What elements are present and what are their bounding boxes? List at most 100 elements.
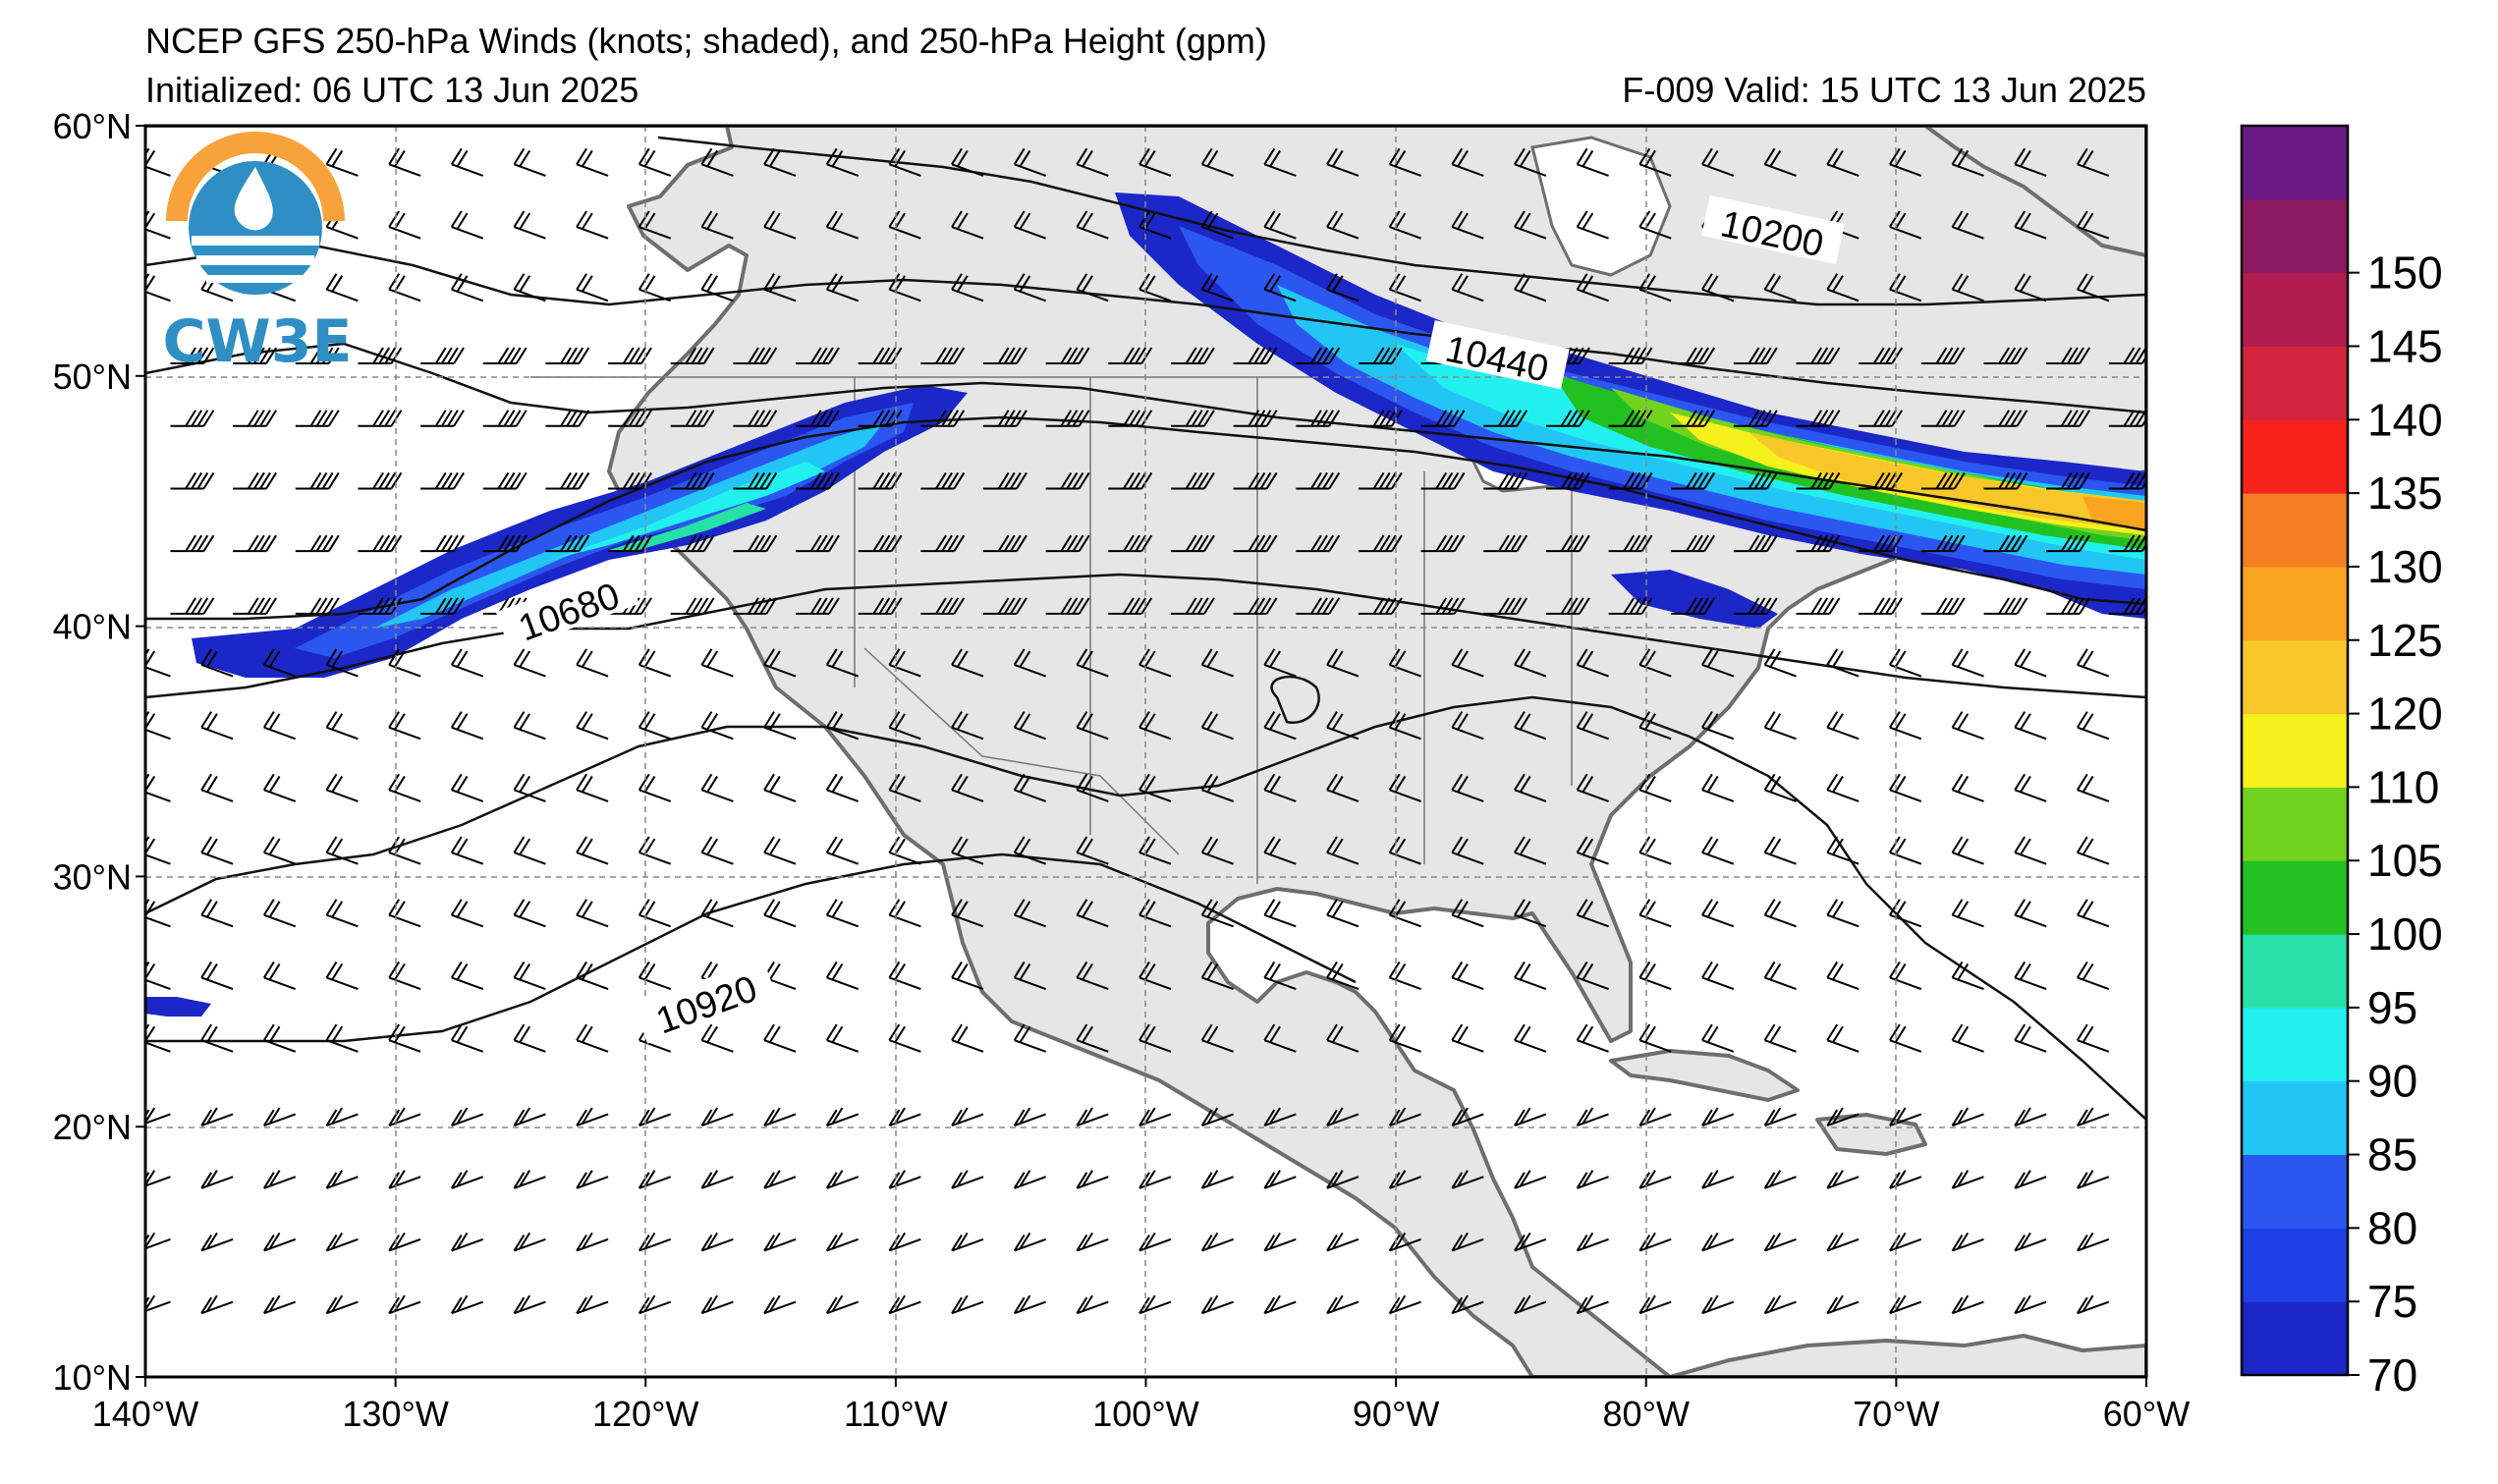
wind-barb (1701, 1170, 1735, 1189)
wind-barb (1763, 147, 1797, 177)
wind-barb (1951, 210, 1984, 240)
wind-barb (200, 1294, 234, 1315)
wind-barb (1671, 597, 1716, 615)
wind-barb (1796, 471, 1841, 490)
wind-barb (1233, 597, 1278, 615)
wind-barb (200, 711, 234, 741)
colorbar-swatch (2242, 1154, 2348, 1229)
wind-barb (2108, 471, 2146, 490)
wind-barb (733, 347, 778, 365)
south-america-land (1668, 1334, 2146, 1377)
wind-barb (1326, 210, 1360, 240)
wind-barb (951, 899, 984, 928)
wind-barb (1388, 147, 1421, 177)
wind-barb (1889, 961, 1922, 990)
logo-text: CW3E (163, 307, 353, 376)
wind-barb (1076, 1107, 1109, 1127)
wind-barb (1045, 534, 1090, 553)
wind-barb (450, 273, 484, 302)
colorbar-swatch (2242, 198, 2348, 274)
cw3e-logo: CW3E (163, 132, 353, 376)
wind-barb (1200, 961, 1234, 990)
wind-barb (1483, 534, 1528, 553)
wind-barb (1263, 1294, 1297, 1315)
wind-barb (325, 648, 359, 678)
wind-barb (1200, 1107, 1234, 1127)
wind-barb (2014, 648, 2047, 678)
wind-barb (1388, 1232, 1421, 1252)
wind-barb (1983, 471, 2028, 490)
wind-barb (1108, 471, 1153, 490)
wind-barb (1013, 836, 1046, 865)
colorbar-swatch (2242, 639, 2348, 715)
wind-barb (1388, 1107, 1421, 1127)
wind-barb (1263, 1107, 1297, 1127)
wind-barb (608, 410, 652, 427)
colorbar-swatch (2242, 934, 2348, 1009)
wind-barb (1076, 1170, 1109, 1189)
wind-barb (262, 836, 297, 865)
wind-barb (1671, 410, 1716, 427)
wind-barb (1701, 899, 1735, 928)
wind-barb (1514, 1023, 1547, 1053)
wind-barb (1920, 410, 1966, 427)
wind-barb (1483, 410, 1528, 427)
wind-barb (325, 1294, 359, 1315)
wind-barb (1733, 347, 1778, 365)
wind-barb (1200, 648, 1234, 678)
wind-barb (1451, 648, 1484, 678)
colorbar-tick-label: 70 (2367, 1349, 2417, 1401)
wind-barb (1076, 648, 1109, 678)
wind-barb (1076, 773, 1109, 802)
wind-barb (700, 836, 734, 865)
wind-barb (170, 597, 215, 615)
logo-drop-icon (234, 167, 273, 231)
wind-barb (1451, 1294, 1484, 1315)
cuba-land (1609, 1049, 1800, 1102)
wind-barb (513, 1107, 546, 1127)
map-title: NCEP GFS 250-hPa Winds (knots; shaded), … (145, 21, 1267, 61)
wind-barb (825, 147, 860, 177)
wind-barb (1326, 899, 1360, 928)
wind-barb (1451, 1232, 1484, 1252)
wind-barb (920, 347, 966, 365)
wind-barb (825, 899, 860, 928)
wind-barb (1200, 1232, 1234, 1252)
wind-barb (1763, 961, 1797, 990)
colorbar-tick-label: 140 (2367, 394, 2443, 445)
wind-barb (638, 899, 672, 928)
wind-barb (2077, 961, 2110, 990)
wind-barb (1826, 899, 1860, 928)
wind-barb (951, 147, 984, 177)
wind-barb (638, 711, 672, 741)
wind-barb (888, 1170, 921, 1189)
wind-barb (982, 471, 1027, 490)
wind-barb (858, 410, 903, 427)
wind-barb (2046, 347, 2090, 365)
wind-barb (1763, 1107, 1797, 1127)
wind-barb (1951, 1023, 1984, 1053)
wind-barb (1263, 711, 1297, 741)
initialized-time: Initialized: 06 UTC 13 Jun 2025 (145, 70, 638, 110)
lon-axis: 140°W 130°W 120°W 110°W 100°W 90°W 80°W 70°W 60°… (92, 1377, 2190, 1434)
wind-barb (1108, 347, 1153, 365)
wind-barb (608, 471, 652, 490)
wind-barb (1951, 836, 1984, 865)
wind-barb (1951, 1170, 1984, 1189)
wind-barb (450, 1170, 484, 1189)
wind-barb (763, 1232, 797, 1252)
wind-barb (608, 347, 652, 365)
colorbar-swatch (2242, 126, 2348, 200)
wind-barb (670, 471, 715, 490)
wind-barb (1326, 836, 1360, 865)
wind-barb (888, 1107, 921, 1127)
wind-barb (576, 961, 609, 990)
wind-barb (2046, 597, 2090, 615)
wind-barb (2014, 1023, 2047, 1053)
wind-barb (388, 648, 421, 678)
wind-barb (513, 648, 546, 678)
wind-barb (1608, 410, 1653, 427)
wind-barb (1701, 1294, 1735, 1315)
wind-barb (576, 648, 609, 678)
